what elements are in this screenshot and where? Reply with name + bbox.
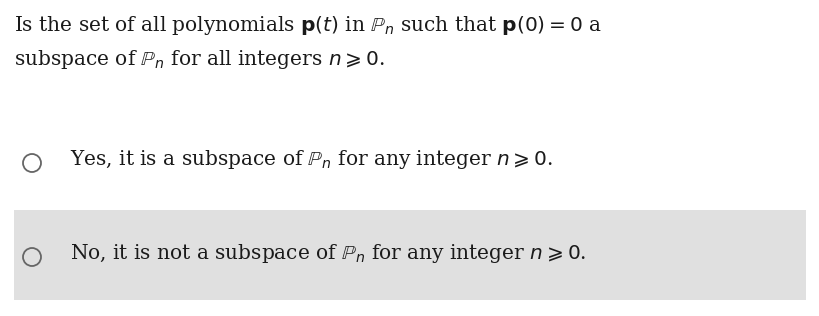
Text: Is the set of all polynomials $\mathbf{p}(t)$ in $\mathbb{P}_n$ such that $\math: Is the set of all polynomials $\mathbf{p… [14, 14, 601, 37]
Text: No, it is not a subspace of $\mathbb{P}_n$ for any integer $n \geqslant 0$.: No, it is not a subspace of $\mathbb{P}_… [70, 242, 586, 265]
Bar [14, 210, 805, 300]
Text: subspace of $\mathbb{P}_n$ for all integers $n \geqslant 0$.: subspace of $\mathbb{P}_n$ for all integ… [14, 48, 384, 71]
Text: Yes, it is a subspace of $\mathbb{P}_n$ for any integer $n \geqslant 0$.: Yes, it is a subspace of $\mathbb{P}_n$ … [70, 148, 552, 171]
